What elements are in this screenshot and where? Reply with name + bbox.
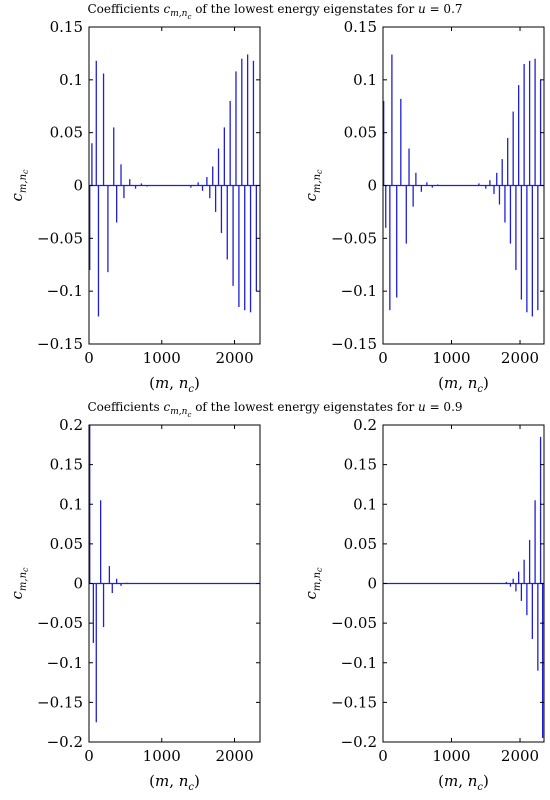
panel-1-ytick-label-1: −0.1	[47, 282, 83, 300]
panel-4-ytick-label-2: −0.1	[341, 654, 377, 672]
panel-1-xtick-label-1: 1000	[143, 349, 181, 367]
panel-2-ytick-label-1: −0.1	[341, 282, 377, 300]
panel-4-xlabel: (m, nc)	[438, 772, 489, 793]
panel-1-ytick-label-2: −0.05	[37, 229, 83, 247]
panel-4-xtick-label-0: 0	[378, 747, 388, 765]
panel-3-ytick-label-0: −0.2	[47, 733, 83, 751]
panel-3-ytick-label-4: 0	[73, 575, 83, 593]
panel-3-ytick-label-5: 0.05	[50, 535, 83, 553]
panel-2-ytick-label-2: −0.05	[331, 229, 377, 247]
panel-2-xtick-label-0: 0	[378, 349, 388, 367]
panel-1-xlabel: (m, nc)	[149, 374, 200, 395]
panel-4-ytick-label-6: 0.1	[353, 495, 377, 513]
panel-2-xtick-label-2: 2000	[501, 349, 539, 367]
panel-1-ytick-label-3: 0	[73, 177, 83, 195]
panel-4-ytick-label-3: −0.05	[331, 614, 377, 632]
panel-1-ytick-label-6: 0.15	[50, 18, 83, 36]
panel-2-ylabel: cm,nc	[302, 169, 324, 202]
panel-3-ytick-label-7: 0.15	[50, 456, 83, 474]
panel-4-xtick-label-1: 1000	[432, 747, 470, 765]
panel-4-ytick-label-4: 0	[367, 575, 377, 593]
panel-2-xtick-label-1: 1000	[432, 349, 470, 367]
panel-3-xlabel: (m, nc)	[149, 772, 200, 793]
panel-3-ytick-label-2: −0.1	[47, 654, 83, 672]
panel-4-ytick-label-1: −0.15	[331, 693, 377, 711]
panel-1-ytick-label-4: 0.05	[50, 124, 83, 142]
panel-2-ytick-label-3: 0	[367, 177, 377, 195]
panel-1-xtick-label-0: 0	[84, 349, 94, 367]
panel-2-ytick-label-5: 0.1	[353, 71, 377, 89]
panel-3-ytick-label-3: −0.05	[37, 614, 83, 632]
panel-4-ytick-label-0: −0.2	[341, 733, 377, 751]
panel-2-ytick-label-0: −0.15	[331, 335, 377, 353]
panel-3-ytick-label-1: −0.15	[37, 693, 83, 711]
figure-title-top: Coefficients cm,nc of the lowest energy …	[87, 2, 463, 22]
panel-3-xtick-label-2: 2000	[215, 747, 253, 765]
panel-1-ytick-label-0: −0.15	[37, 335, 83, 353]
panel-4-xtick-label-2: 2000	[501, 747, 539, 765]
panel-1-xtick-label-2: 2000	[215, 349, 253, 367]
panel-3-xtick-label-0: 0	[84, 747, 94, 765]
panel-3-ylabel: cm,nc	[8, 567, 30, 600]
panel-4-ytick-label-5: 0.05	[344, 535, 377, 553]
panel-4-ytick-label-7: 0.15	[344, 456, 377, 474]
panel-1-ylabel: cm,nc	[8, 169, 30, 202]
panel-2-xlabel: (m, nc)	[438, 374, 489, 395]
panel-2-ytick-label-4: 0.05	[344, 124, 377, 142]
panel-4-ytick-label-8: 0.2	[353, 416, 377, 434]
figure-title-bottom: Coefficients cm,nc of the lowest energy …	[87, 400, 463, 420]
panel-3-ytick-label-6: 0.1	[59, 495, 83, 513]
panel-4-ylabel: cm,nc	[302, 567, 324, 600]
panel-1-ytick-label-5: 0.1	[59, 71, 83, 89]
panel-3-xtick-label-1: 1000	[143, 747, 181, 765]
panel-3-ytick-label-8: 0.2	[59, 416, 83, 434]
panel-2-ytick-label-6: 0.15	[344, 18, 377, 36]
